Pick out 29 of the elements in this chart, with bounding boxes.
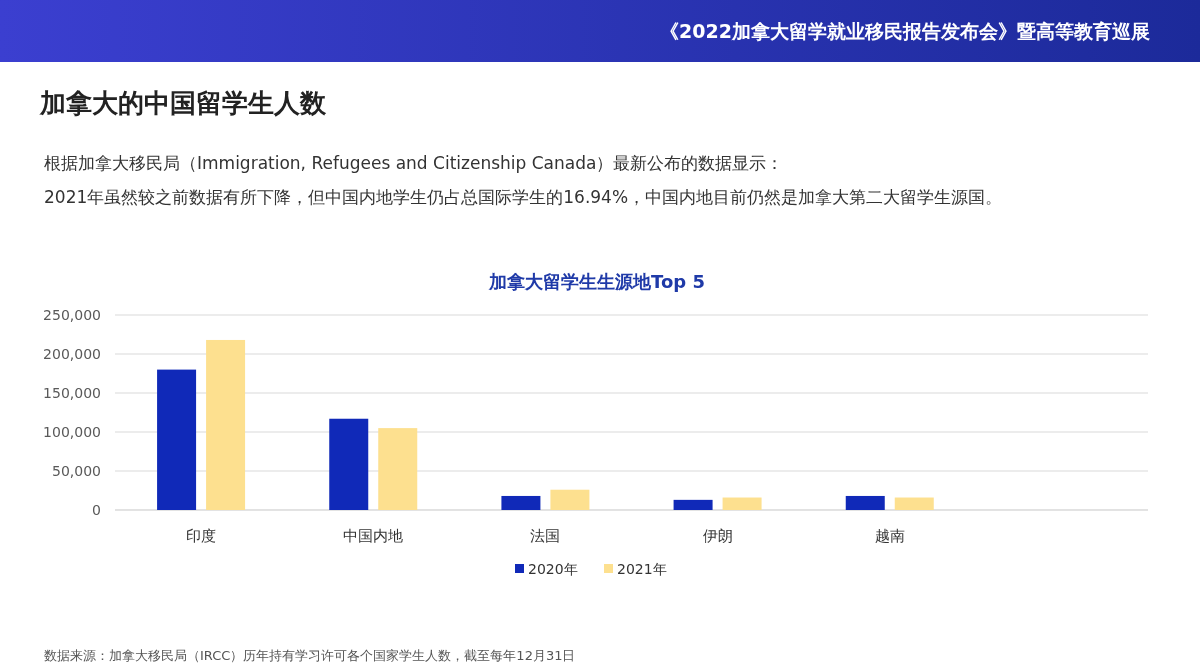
y-tick-label: 100,000 [43,424,101,440]
bar [673,499,713,510]
text: 加拿大的中国留学生人数 [39,88,327,118]
x-tick-label: 法国 [530,527,561,545]
legend-label: 2021年 [617,561,667,577]
chart-title: 加拿大留学生生源地Top 5 [488,271,705,292]
y-tick-label: 50,000 [52,463,101,479]
bar [501,495,541,510]
legend-label: 2020年 [528,561,578,577]
bar [157,369,197,510]
bar [550,489,590,510]
text: 《2022加拿大留学就业移民报告发布会》暨高等教育巡展 [660,20,1150,42]
bar [845,495,885,510]
source-note: 数据来源：加拿大移民局（IRCC）历年持有学习许可各个国家学生人数，截至每年12月31日 [44,648,576,663]
x-tick-label: 伊朗 [702,527,733,545]
text: 2021年虽然较之前数据有所下降，但中国内地学生仍占总国际学生的16.94%，中国内地目前仍然是加拿大第二大留学生源国。 [44,187,1003,207]
text: 根据加拿大移民局（Immigration, Refugees and Citizenship Canada）最新公布的数据显示： [44,153,784,173]
y-tick-label: 200,000 [43,346,101,362]
x-tick-label: 印度 [186,527,217,545]
bar [894,497,934,510]
bar [378,428,418,510]
y-tick-label: 250,000 [43,307,101,323]
bar [722,497,762,510]
y-tick-label: 150,000 [43,385,101,401]
x-tick-label: 越南 [874,527,905,545]
y-tick-label: 0 [92,502,101,518]
x-tick-label: 中国内地 [343,527,404,545]
bar [206,339,246,510]
bar [329,418,369,510]
